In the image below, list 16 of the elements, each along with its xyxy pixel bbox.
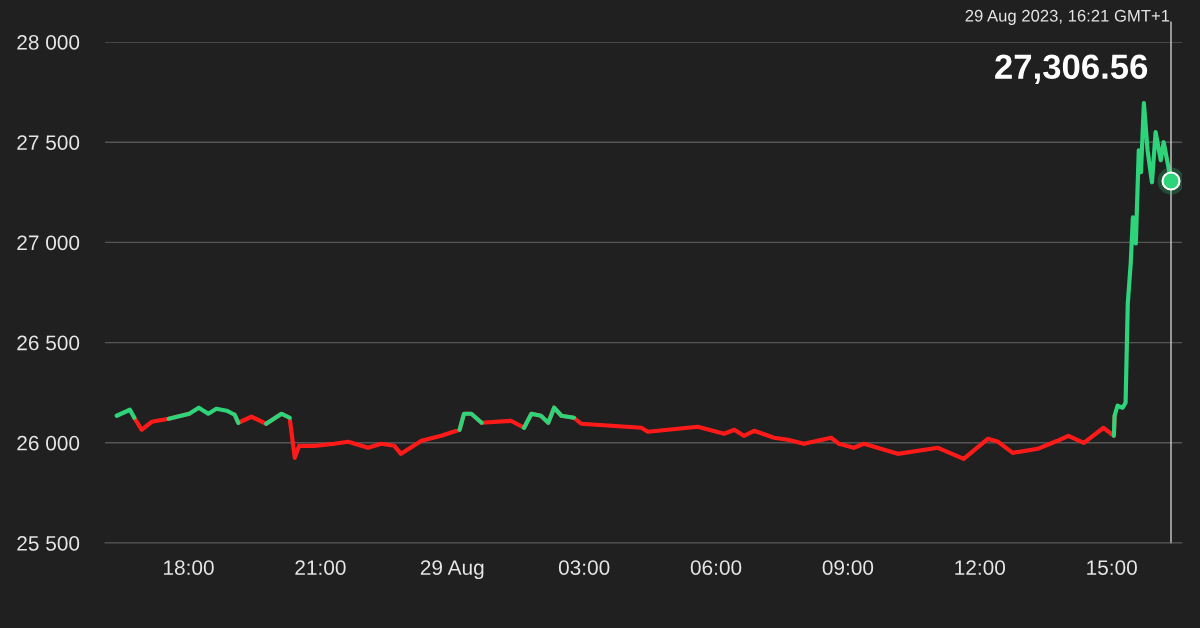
y-tick-label: 27 500 <box>17 135 80 150</box>
x-tick-label: 18:00 <box>164 560 214 575</box>
y-tick-label: 25 500 <box>17 536 80 551</box>
text: 29 Aug 2023, 16:21 GMT+1 <box>965 9 1170 25</box>
x-tick-label: 03:00 <box>558 560 610 575</box>
x-tick-label: 29 Aug <box>420 560 484 580</box>
x-tick-label: 09:00 <box>822 560 874 575</box>
x-tick-label: 21:00 <box>295 560 346 575</box>
x-tick-label: 12:00 <box>955 560 1006 575</box>
x-tick-label: 06:00 <box>690 560 742 575</box>
y-tick-label: 26 000 <box>17 435 80 451</box>
annotation: 27,306.56 <box>995 54 1148 85</box>
x-tick-label: 15:00 <box>1087 560 1137 575</box>
y-tick-label: 28 000 <box>17 35 80 50</box>
y-tick-label: 26 500 <box>17 335 80 351</box>
y-tick-label: 27 000 <box>17 235 80 251</box>
